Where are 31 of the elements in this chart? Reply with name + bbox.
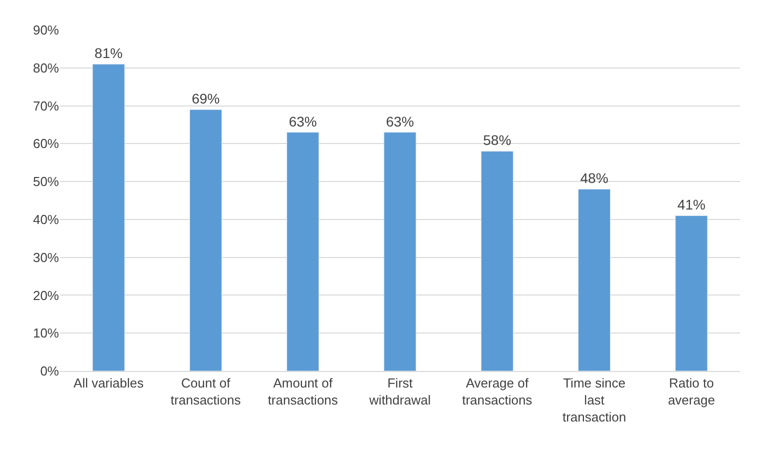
data-label: 58% [483,132,512,148]
y-tick-label: 90% [32,22,60,38]
y-tick-label: 0% [40,364,60,379]
x-tick-label: First withdrawal [368,376,431,408]
y-tick-label: 70% [32,98,60,114]
x-tick-label: Ratio to average [668,376,715,408]
y-tick-label: 30% [32,250,60,265]
y-tick-label: 60% [32,136,60,152]
bar [384,132,416,371]
data-label: 48% [580,170,608,186]
bar [480,150,514,371]
data-label: 69% [192,90,220,107]
y-tick-label: 20% [32,288,60,303]
y-tick-label: 50% [32,174,60,190]
bar [189,109,222,371]
x-tick-label: All variables [74,376,144,391]
bar [92,64,125,371]
x-tick-label: Time since last transaction [562,376,626,424]
y-tick-label: 80% [32,60,60,76]
data-label: 81% [94,45,123,62]
x-tick-label: Average of transactions [462,376,533,408]
data-label: 63% [288,113,317,130]
bar [675,215,708,371]
y-tick-label: 40% [32,212,60,227]
bar [578,188,611,371]
x-tick-label: Amount of transactions [268,376,338,408]
x-tick-label: Count of transactions [170,376,242,408]
y-tick-label: 10% [32,326,60,341]
data-label: 41% [677,196,706,213]
bar [286,132,320,371]
data-label: 63% [386,113,414,130]
